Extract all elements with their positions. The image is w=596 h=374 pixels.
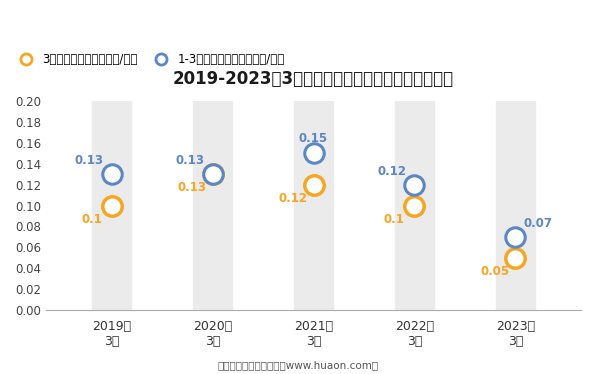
Bar (92, 101, 131, 310)
3月期权成交均价（万元/手） (411, 203, 418, 208)
Text: 0.13: 0.13 (178, 181, 207, 194)
Text: 0.12: 0.12 (279, 192, 308, 205)
Title: 2019-2023年3月郑州商品交易所棉花期权成交均价: 2019-2023年3月郑州商品交易所棉花期权成交均价 (173, 70, 454, 88)
Bar (294, 101, 333, 310)
Text: 0.12: 0.12 (378, 165, 406, 178)
1-3月期权成交均价（万元/手） (108, 172, 115, 177)
3月期权成交均价（万元/手） (209, 172, 216, 177)
Line: 3月期权成交均价（万元/手）: 3月期权成交均价（万元/手） (102, 165, 525, 267)
1-3月期权成交均价（万元/手） (209, 172, 216, 177)
Line: 1-3月期权成交均价（万元/手）: 1-3月期权成交均价（万元/手） (102, 144, 525, 246)
Text: 0.13: 0.13 (176, 154, 205, 167)
Bar (194, 101, 232, 310)
1-3月期权成交均价（万元/手） (310, 151, 317, 156)
Text: 0.07: 0.07 (523, 217, 552, 230)
Text: 0.05: 0.05 (480, 265, 510, 278)
1-3月期权成交均价（万元/手） (411, 183, 418, 187)
1-3月期权成交均价（万元/手） (512, 234, 519, 239)
Text: 0.1: 0.1 (384, 212, 405, 226)
Text: 0.1: 0.1 (81, 212, 102, 226)
Text: 0.13: 0.13 (75, 154, 104, 167)
3月期权成交均价（万元/手） (310, 183, 317, 187)
Bar (496, 101, 535, 310)
Text: 0.15: 0.15 (299, 132, 328, 145)
3月期权成交均价（万元/手） (512, 255, 519, 260)
3月期权成交均价（万元/手） (108, 203, 115, 208)
Bar (395, 101, 434, 310)
Text: 制图：华经产业研究院（www.huaon.com）: 制图：华经产业研究院（www.huaon.com） (218, 360, 378, 370)
Legend: 3月期权成交均价（万元/手）, 1-3月期权成交均价（万元/手）: 3月期权成交均价（万元/手）, 1-3月期权成交均价（万元/手） (9, 48, 290, 71)
